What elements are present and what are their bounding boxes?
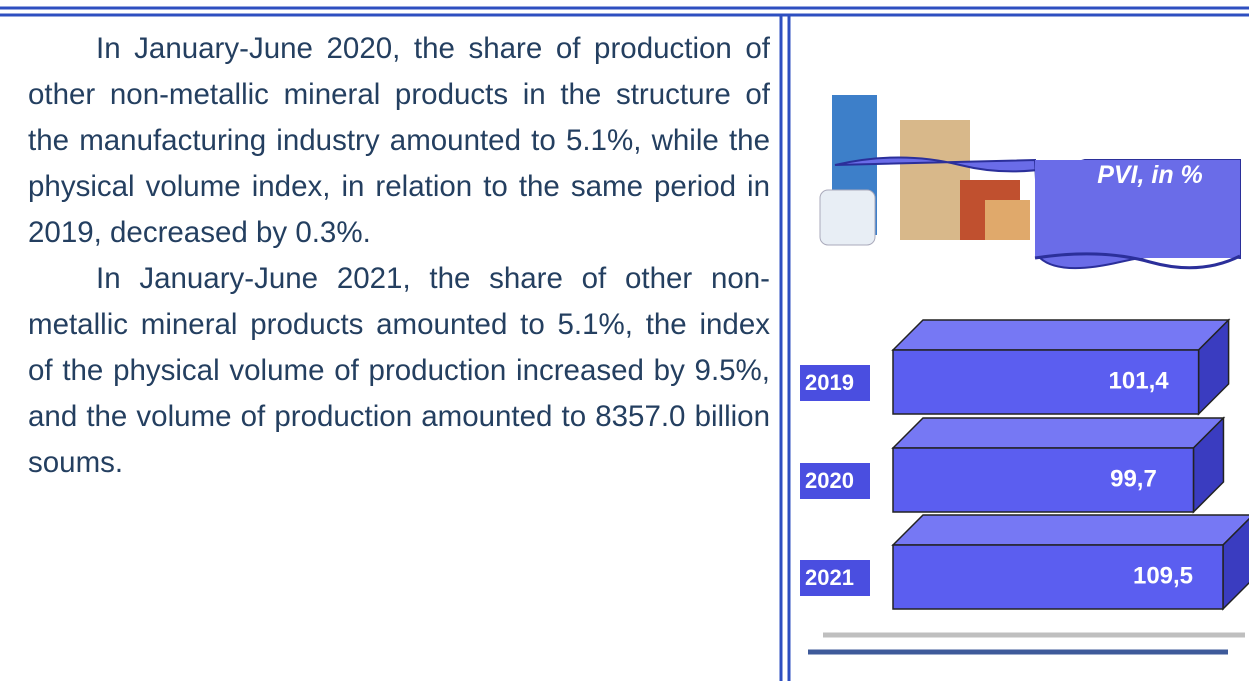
category-label: 2021 <box>805 565 854 590</box>
value-label: 109,5 <box>1133 562 1193 589</box>
page: 2019 101,4 2020 99,7 2021 109,5 In January-Ju… <box>0 0 1249 681</box>
value-label: 101,4 <box>1109 367 1170 394</box>
value-label: 99,7 <box>1110 465 1157 492</box>
chart-title: PVI, in % <box>1095 158 1205 193</box>
category-label: 2019 <box>805 370 854 395</box>
bar-top <box>893 418 1223 448</box>
bar-top <box>893 320 1229 350</box>
body-text: In January-June 2020, the share of produ… <box>28 26 770 486</box>
paragraph: In January-June 2021, the share of other… <box>28 256 770 486</box>
category-label: 2020 <box>805 468 854 493</box>
bar-top <box>893 515 1249 545</box>
paragraph: In January-June 2020, the share of produ… <box>28 26 770 256</box>
